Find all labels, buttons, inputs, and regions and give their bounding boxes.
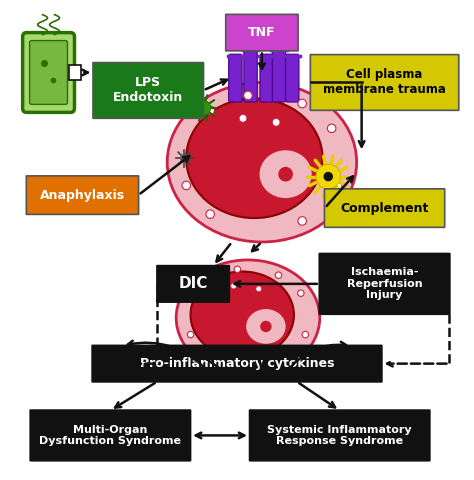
Ellipse shape (186, 98, 322, 218)
Ellipse shape (176, 260, 320, 376)
FancyBboxPatch shape (157, 265, 229, 302)
FancyBboxPatch shape (324, 189, 445, 228)
FancyBboxPatch shape (228, 54, 242, 102)
Circle shape (316, 164, 340, 189)
FancyBboxPatch shape (70, 64, 82, 81)
Text: LPS
Endotoxin: LPS Endotoxin (113, 76, 183, 105)
Ellipse shape (246, 309, 286, 344)
FancyBboxPatch shape (319, 253, 450, 314)
Text: Complement: Complement (340, 202, 429, 215)
Circle shape (333, 181, 342, 190)
Text: Anaphylaxis: Anaphylaxis (40, 189, 125, 202)
Text: TNF: TNF (248, 26, 276, 39)
Text: Pro-inflammatory cytokines: Pro-inflammatory cytokines (140, 357, 334, 370)
Circle shape (206, 277, 212, 283)
Circle shape (244, 91, 252, 100)
FancyBboxPatch shape (260, 54, 273, 102)
FancyBboxPatch shape (272, 48, 286, 102)
Circle shape (206, 210, 214, 218)
Text: DIC: DIC (178, 276, 208, 291)
Circle shape (328, 124, 336, 132)
Circle shape (298, 99, 307, 108)
Ellipse shape (191, 272, 294, 358)
Text: Ischaemia-
Reperfusion
Injury: Ischaemia- Reperfusion Injury (347, 267, 422, 300)
FancyBboxPatch shape (244, 48, 257, 102)
Circle shape (206, 106, 214, 115)
FancyBboxPatch shape (27, 176, 138, 215)
Ellipse shape (167, 83, 356, 242)
Circle shape (180, 154, 189, 163)
Circle shape (234, 266, 241, 273)
Circle shape (206, 352, 212, 359)
Circle shape (256, 286, 262, 292)
Text: Systemic Inflammatory
Response Syndrome: Systemic Inflammatory Response Syndrome (267, 425, 412, 446)
Circle shape (187, 331, 194, 338)
FancyBboxPatch shape (285, 54, 299, 102)
Text: Multi-Organ
Dysfunction Syndrome: Multi-Organ Dysfunction Syndrome (39, 425, 182, 446)
Circle shape (196, 100, 211, 116)
Circle shape (261, 322, 271, 332)
Circle shape (182, 181, 191, 190)
Circle shape (275, 357, 282, 363)
Circle shape (302, 331, 309, 338)
FancyBboxPatch shape (23, 33, 74, 112)
Circle shape (239, 115, 247, 122)
Text: Cell plasma
membrane trauma: Cell plasma membrane trauma (323, 69, 446, 96)
FancyBboxPatch shape (250, 410, 430, 461)
Circle shape (231, 283, 237, 289)
Circle shape (279, 168, 292, 181)
Circle shape (323, 172, 333, 181)
Circle shape (275, 272, 282, 278)
FancyBboxPatch shape (310, 55, 459, 110)
FancyBboxPatch shape (226, 14, 298, 51)
FancyBboxPatch shape (29, 41, 67, 104)
Ellipse shape (260, 150, 312, 198)
FancyBboxPatch shape (92, 346, 382, 382)
FancyBboxPatch shape (93, 62, 203, 118)
Circle shape (298, 216, 307, 225)
Circle shape (273, 119, 280, 126)
FancyBboxPatch shape (30, 410, 191, 461)
Circle shape (298, 290, 304, 297)
